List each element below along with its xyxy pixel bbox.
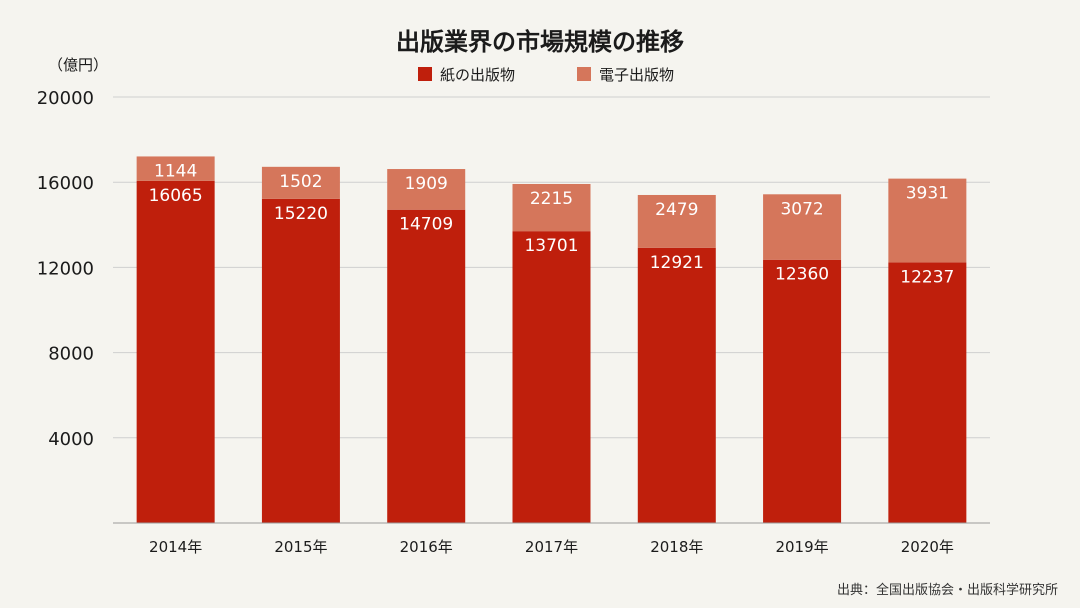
bar-digital [387,169,466,210]
source-note: 出典：全国出版協会・出版科学研究所 [837,582,1058,598]
data-label-digital: 2479 [655,200,698,220]
legend-swatch-paper [418,67,432,81]
y-axis-ticks: 4000 8000 12000 16000 20000 [37,88,94,450]
bar-digital [763,194,842,260]
data-labels: 16065 1144 15220 1502 14709 1909 13701 2215 1292… [149,161,955,287]
bar-digital [261,166,340,199]
bar-paper [888,262,967,523]
bar-paper [261,198,340,523]
x-tick-label: 2014年 [149,538,202,556]
bar-paper [512,231,591,523]
data-label-paper: 12921 [650,253,704,273]
data-label-digital: 1502 [279,172,322,192]
x-tick-label: 2015年 [274,538,327,556]
bar-paper [637,247,716,523]
chart-title: 出版業界の市場規模の推移 [396,28,684,56]
data-label-paper: 13701 [524,236,578,256]
data-label-paper: 15220 [274,204,328,224]
bars [136,156,967,524]
x-axis-ticks: 2014年 2015年 2016年 2017年 2018年 2019年 2020年 [149,538,954,556]
data-label-digital: 1144 [154,161,197,181]
bar-digital [136,156,215,181]
bar-digital [888,178,967,263]
bar-paper [763,259,842,523]
data-label-paper: 12237 [900,267,954,287]
y-axis-unit-label: （億円） [48,56,108,74]
bar-digital [512,183,591,232]
x-tick-label: 2020年 [901,538,954,556]
bar-paper [387,209,466,523]
bar-paper [136,180,215,524]
x-tick-label: 2018年 [650,538,703,556]
data-label-digital: 3931 [906,184,949,204]
data-label-digital: 1909 [405,174,448,194]
y-tick-label: 16000 [37,173,94,194]
y-tick-label: 8000 [48,344,94,365]
legend-swatch-digital [577,67,591,81]
data-label-paper: 16065 [149,186,203,206]
y-tick-label: 12000 [37,258,94,279]
x-tick-label: 2019年 [775,538,828,556]
x-tick-label: 2017年 [525,538,578,556]
data-label-paper: 14709 [399,215,453,235]
y-tick-label: 20000 [37,88,94,109]
legend-label-paper: 紙の出版物 [440,66,515,84]
data-label-digital: 2215 [530,189,573,209]
data-label-paper: 12360 [775,265,829,285]
bar-digital [637,194,716,248]
legend: 紙の出版物 電子出版物 [418,66,674,84]
legend-label-digital: 電子出版物 [599,66,674,84]
data-label-digital: 3072 [780,199,823,219]
y-tick-label: 4000 [48,429,94,450]
x-tick-label: 2016年 [400,538,453,556]
